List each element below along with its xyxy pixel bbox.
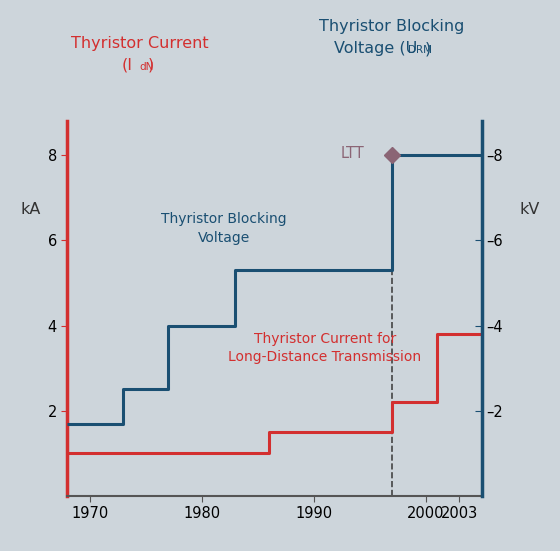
Text: Thyristor Current for
Long-Distance Transmission: Thyristor Current for Long-Distance Tran… bbox=[228, 332, 421, 364]
Text: kV: kV bbox=[519, 202, 539, 217]
Text: Voltage (U: Voltage (U bbox=[334, 41, 417, 56]
Text: Thyristor Current: Thyristor Current bbox=[71, 36, 209, 51]
Text: Thyristor Blocking: Thyristor Blocking bbox=[319, 19, 465, 34]
Text: ): ) bbox=[425, 41, 431, 56]
Text: ): ) bbox=[147, 58, 153, 73]
Text: kA: kA bbox=[21, 202, 41, 217]
Text: Thyristor Blocking
Voltage: Thyristor Blocking Voltage bbox=[161, 212, 287, 245]
Text: (I: (I bbox=[122, 58, 133, 73]
Text: LTT: LTT bbox=[340, 145, 364, 161]
Text: DRM: DRM bbox=[408, 45, 432, 55]
Text: dN: dN bbox=[139, 62, 153, 72]
